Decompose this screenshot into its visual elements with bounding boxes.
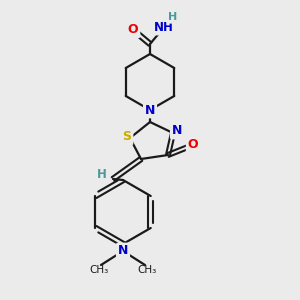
Text: O: O xyxy=(128,23,139,36)
Text: H: H xyxy=(97,167,107,181)
Text: S: S xyxy=(122,130,131,143)
Text: NH: NH xyxy=(154,21,174,34)
Text: CH₃: CH₃ xyxy=(137,265,157,275)
Text: H: H xyxy=(168,12,178,22)
Text: N: N xyxy=(118,244,128,257)
Text: CH₃: CH₃ xyxy=(89,265,109,275)
Text: O: O xyxy=(188,139,198,152)
Text: N: N xyxy=(172,124,182,137)
Text: N: N xyxy=(145,103,155,116)
